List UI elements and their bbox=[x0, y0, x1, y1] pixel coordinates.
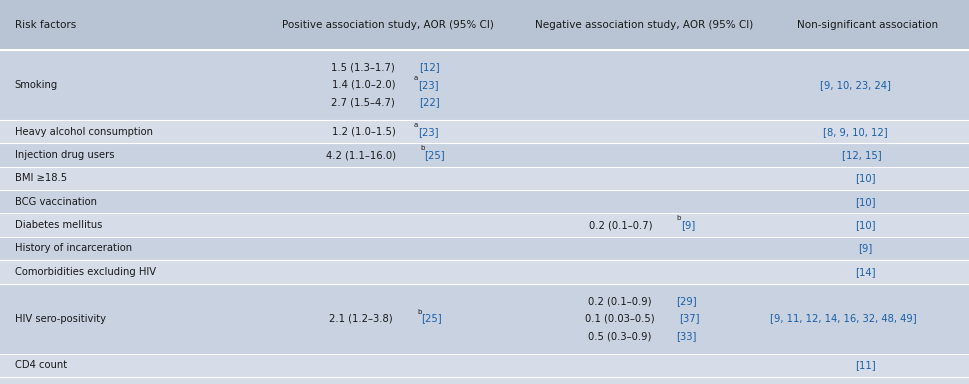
Text: Negative association study, AOR (95% CI): Negative association study, AOR (95% CI) bbox=[535, 20, 754, 30]
Text: 2.1 (1.2–3.8): 2.1 (1.2–3.8) bbox=[328, 314, 395, 324]
Bar bbox=[0, 143, 969, 167]
Text: Injection drug users: Injection drug users bbox=[15, 150, 114, 160]
Bar bbox=[0, 214, 969, 237]
Text: [14]: [14] bbox=[855, 267, 875, 277]
Bar bbox=[0, 260, 969, 283]
Text: Smoking: Smoking bbox=[15, 80, 58, 90]
Text: 0.2 (0.1–0.7): 0.2 (0.1–0.7) bbox=[588, 220, 655, 230]
Text: History of incarceration: History of incarceration bbox=[15, 243, 132, 253]
Text: 0.2 (0.1–0.9): 0.2 (0.1–0.9) bbox=[587, 296, 654, 306]
Text: Comorbidities excluding HIV: Comorbidities excluding HIV bbox=[15, 267, 156, 277]
Text: CD4 count: CD4 count bbox=[15, 360, 67, 370]
Text: BCG vaccination: BCG vaccination bbox=[15, 197, 97, 207]
Bar bbox=[0, 50, 969, 120]
Text: [8, 9, 10, 12]: [8, 9, 10, 12] bbox=[824, 127, 888, 137]
Text: [23]: [23] bbox=[419, 127, 439, 137]
Text: b: b bbox=[676, 215, 681, 221]
Bar bbox=[0, 0, 969, 50]
Text: Non-significant association: Non-significant association bbox=[797, 20, 938, 30]
Text: [25]: [25] bbox=[424, 150, 445, 160]
Bar bbox=[0, 167, 969, 190]
Bar bbox=[0, 190, 969, 214]
Text: [9]: [9] bbox=[858, 243, 872, 253]
Text: 4.2 (1.1–16.0): 4.2 (1.1–16.0) bbox=[326, 150, 398, 160]
Text: Heavy alcohol consumption: Heavy alcohol consumption bbox=[15, 127, 152, 137]
Text: HIV sero-positivity: HIV sero-positivity bbox=[15, 314, 106, 324]
Text: a: a bbox=[414, 122, 418, 128]
Text: [33]: [33] bbox=[676, 331, 697, 341]
Text: Diabetes mellitus: Diabetes mellitus bbox=[15, 220, 102, 230]
Text: [23]: [23] bbox=[419, 80, 439, 90]
Bar bbox=[0, 237, 969, 260]
Text: [10]: [10] bbox=[855, 197, 875, 207]
Bar bbox=[0, 120, 969, 143]
Text: [9, 11, 12, 14, 16, 32, 48, 49]: [9, 11, 12, 14, 16, 32, 48, 49] bbox=[769, 314, 917, 324]
Text: Risk factors: Risk factors bbox=[15, 20, 76, 30]
Text: 0.1 (0.03–0.5): 0.1 (0.03–0.5) bbox=[584, 314, 657, 324]
Text: 1.4 (1.0–2.0): 1.4 (1.0–2.0) bbox=[331, 80, 395, 90]
Bar bbox=[0, 283, 969, 354]
Text: [22]: [22] bbox=[419, 98, 440, 108]
Text: [10]: [10] bbox=[855, 220, 875, 230]
Text: [29]: [29] bbox=[676, 296, 697, 306]
Text: b: b bbox=[417, 309, 422, 314]
Text: [12]: [12] bbox=[419, 63, 440, 73]
Text: 1.5 (1.3–1.7): 1.5 (1.3–1.7) bbox=[330, 63, 398, 73]
Text: [25]: [25] bbox=[422, 314, 442, 324]
Text: Positive association study, AOR (95% CI): Positive association study, AOR (95% CI) bbox=[282, 20, 493, 30]
Text: [37]: [37] bbox=[679, 314, 700, 324]
Text: [9, 10, 23, 24]: [9, 10, 23, 24] bbox=[820, 80, 891, 90]
Text: [10]: [10] bbox=[855, 174, 875, 184]
Bar bbox=[0, 354, 969, 377]
Text: a: a bbox=[414, 75, 418, 81]
Text: [12, 15]: [12, 15] bbox=[842, 150, 882, 160]
Text: 2.7 (1.5–4.7): 2.7 (1.5–4.7) bbox=[330, 98, 398, 108]
Text: [9]: [9] bbox=[681, 220, 696, 230]
Text: b: b bbox=[420, 145, 424, 151]
Text: 0.5 (0.3–0.9): 0.5 (0.3–0.9) bbox=[587, 331, 654, 341]
Text: [11]: [11] bbox=[855, 360, 875, 370]
Text: 1.2 (1.0–1.5): 1.2 (1.0–1.5) bbox=[331, 127, 395, 137]
Text: BMI ≥18.5: BMI ≥18.5 bbox=[15, 174, 67, 184]
